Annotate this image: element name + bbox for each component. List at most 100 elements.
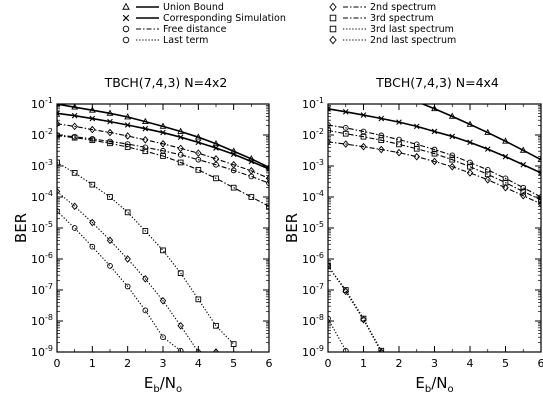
data-point [71,122,78,131]
data-point [413,145,420,152]
legend-entry-free-distance: Free distance [122,24,227,35]
data-point [89,181,96,188]
legend-marker-diamond-icon [329,2,337,12]
data-point [520,191,527,200]
data-point [396,141,402,148]
data-point [177,347,184,352]
data-point [449,133,456,140]
data-point [107,194,113,200]
legend-entry-2nd-spectrum: 2nd spectrum [329,2,436,13]
data-point [213,175,219,182]
data-point [89,137,96,144]
series-2nd-last-spectrum [57,187,220,352]
data-point [538,170,541,176]
x-tick-label: 4 [195,357,202,370]
data-point [213,322,219,329]
x-tick-label: 2 [396,357,403,370]
data-point [230,147,238,154]
series-union-bound [57,104,269,170]
series-3rd-spectrum [57,132,269,210]
y-tick-label: 10-1 [302,96,324,111]
data-point [124,113,132,120]
data-point [177,270,184,276]
data-point [466,120,474,127]
data-point [467,139,473,146]
data-point [212,348,220,352]
data-point [124,209,131,216]
plot-frame [327,103,542,353]
data-point [124,122,131,128]
data-point [160,334,166,341]
series-3rd-spectrum [328,127,541,203]
data-point [212,155,220,163]
y-tick-label: 10-6 [302,251,324,266]
x-tick-label: 5 [230,357,237,370]
data-point [57,159,60,166]
data-point [71,170,78,176]
series-line [57,210,182,352]
data-point [57,187,61,196]
data-point [57,119,61,128]
legend-entry-corresponding-simulation: Corresponding Simulation [122,13,286,24]
legend-entry-2nd-last-spectrum: 2nd last spectrum [329,35,456,46]
data-point [378,145,385,154]
data-point [160,153,166,159]
data-point [71,202,78,211]
plot-frame [56,103,270,353]
data-point [142,135,149,144]
legend-entry-3rd-spectrum: 3rd spectrum [329,13,434,24]
data-point [342,140,349,148]
data-point [195,296,202,303]
data-point [57,132,60,139]
data-point [159,139,167,148]
data-point [342,109,349,115]
data-point [342,130,349,137]
data-point [467,159,473,166]
data-point [328,106,331,112]
data-point [520,161,527,168]
data-point [88,106,96,113]
data-point [89,218,96,227]
data-point [230,151,237,158]
y-axis-label: BER [283,213,301,243]
data-point [107,118,113,125]
data-point [431,104,438,112]
legend-label: Union Bound [163,2,224,13]
series-line [328,108,541,174]
data-point [449,162,456,171]
data-point [520,188,527,195]
data-point [342,347,349,352]
y-tick-label: 10-1 [31,96,53,111]
data-point [195,139,202,146]
legend-marker-triangle-icon [122,2,130,10]
data-point [520,184,527,191]
x-tick-label: 2 [124,357,131,370]
data-point [230,167,237,174]
data-point [142,148,149,155]
x-axis-label: Eb/No [415,374,453,395]
legend-label: 2nd last spectrum [370,35,456,46]
data-point [484,175,491,184]
data-point [195,156,202,163]
data-point [142,307,149,314]
data-point [213,161,219,168]
data-point [265,174,269,183]
data-point [124,141,131,147]
y-tick-label: 10-5 [31,220,53,235]
legend-marker-circle-icon [122,36,130,44]
data-point [124,132,131,140]
data-point [502,183,509,192]
data-point [159,296,167,305]
data-point [89,243,96,250]
data-point [212,139,220,147]
legend-marker-diamond-icon [329,35,337,45]
series-last-term [57,208,184,352]
data-point [142,228,149,234]
chart-panel-left: TBCH(7,4,3) N=4x2 10-9 10-8 10-7 10-6 10-5 10-… [12,75,273,395]
data-point [361,78,366,83]
data-point [195,348,202,352]
data-point [343,72,348,77]
data-point [413,152,420,161]
data-point [537,200,541,208]
x-tick-label: 0 [54,357,61,370]
